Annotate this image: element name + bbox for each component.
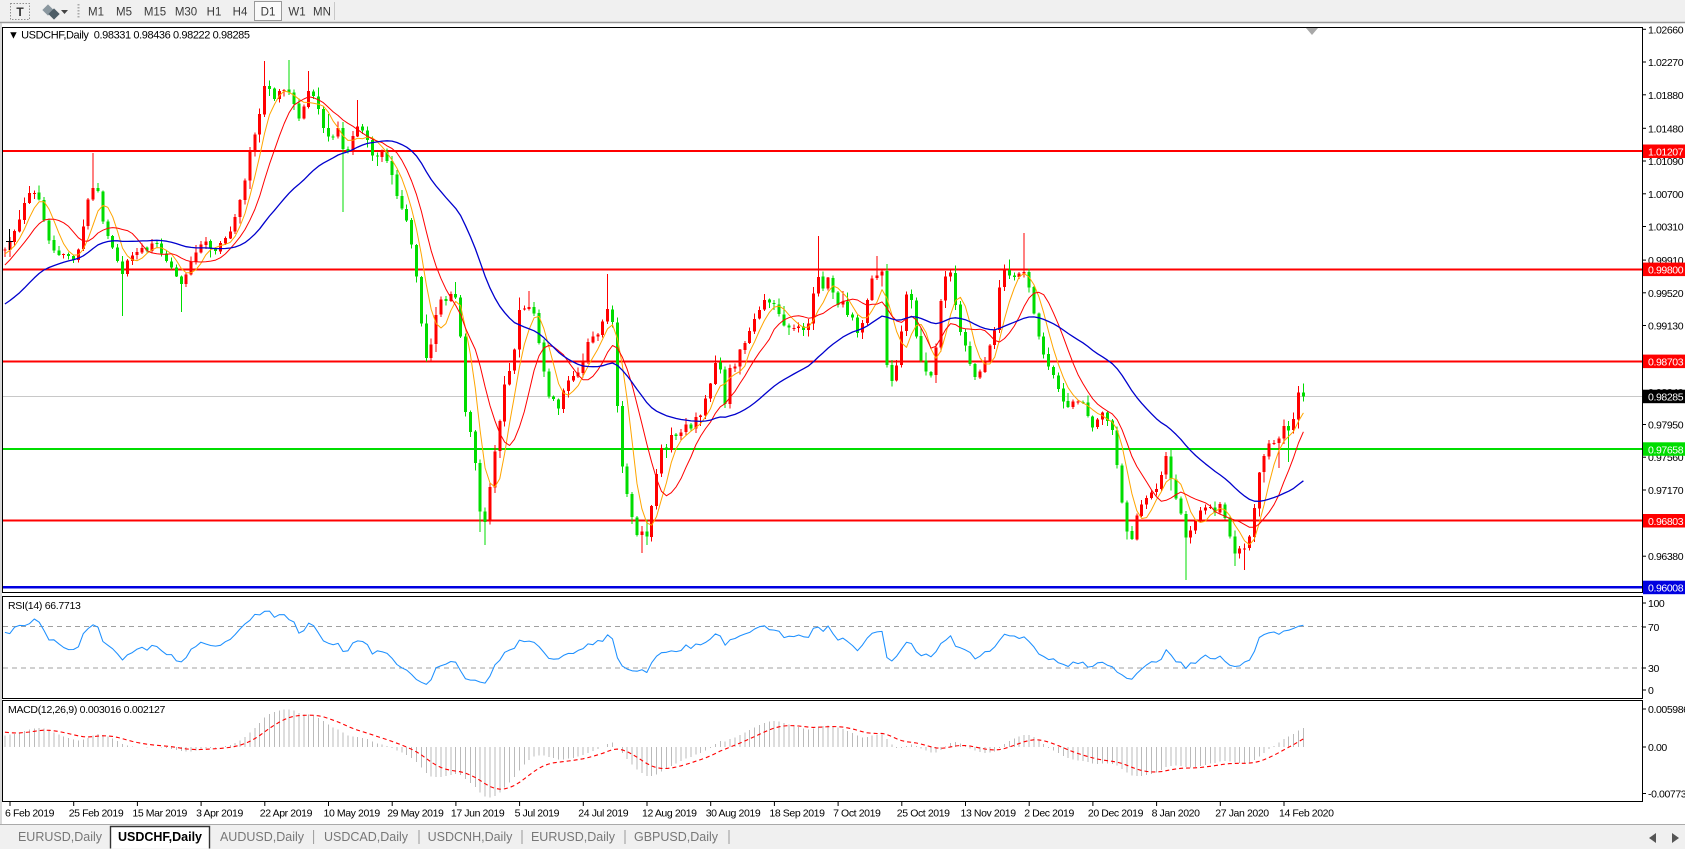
- svg-text:D1: D1: [261, 7, 276, 19]
- svg-text:0.96380: 0.96380: [1648, 551, 1684, 563]
- svg-text:1.01090: 1.01090: [1648, 156, 1684, 168]
- svg-text:▼ USDCHF,Daily 0.98331 0.9843: ▼ USDCHF,Daily 0.98331 0.98436 0.98222 0…: [8, 30, 250, 42]
- svg-text:13 Nov 2019: 13 Nov 2019: [961, 808, 1017, 820]
- svg-text:M30: M30: [175, 7, 197, 19]
- svg-text:0.005986: 0.005986: [1648, 704, 1685, 716]
- svg-text:W1: W1: [288, 7, 305, 19]
- svg-text:MN: MN: [313, 7, 331, 19]
- svg-text:M15: M15: [144, 7, 166, 19]
- svg-text:0: 0: [1648, 685, 1654, 697]
- svg-text:1.01207: 1.01207: [1648, 147, 1684, 159]
- svg-text:1.02270: 1.02270: [1648, 57, 1684, 69]
- svg-text:0.97950: 0.97950: [1648, 420, 1684, 432]
- svg-text:-0.007737: -0.007737: [1648, 789, 1685, 801]
- svg-text:8 Jan 2020: 8 Jan 2020: [1152, 808, 1201, 820]
- svg-text:H4: H4: [233, 7, 248, 19]
- svg-text:5 Jul 2019: 5 Jul 2019: [515, 808, 560, 820]
- svg-text:0.98703: 0.98703: [1648, 357, 1684, 369]
- svg-text:1.00700: 1.00700: [1648, 189, 1684, 201]
- svg-text:0.99520: 0.99520: [1648, 288, 1684, 300]
- svg-text:12 Aug 2019: 12 Aug 2019: [642, 808, 697, 820]
- svg-text:H1: H1: [207, 7, 222, 19]
- svg-text:AUDUSD,Daily: AUDUSD,Daily: [220, 830, 305, 844]
- svg-text:1.00310: 1.00310: [1648, 222, 1684, 234]
- svg-text:0.97170: 0.97170: [1648, 485, 1684, 497]
- svg-text:EURUSD,Daily: EURUSD,Daily: [18, 830, 103, 844]
- svg-text:17 Jun 2019: 17 Jun 2019: [451, 808, 505, 820]
- svg-text:0.97658: 0.97658: [1648, 444, 1684, 456]
- svg-text:3 Apr 2019: 3 Apr 2019: [196, 808, 243, 820]
- svg-text:1.02660: 1.02660: [1648, 24, 1684, 36]
- svg-text:USDCNH,Daily: USDCNH,Daily: [428, 830, 513, 844]
- svg-text:0.00: 0.00: [1648, 742, 1667, 754]
- svg-text:2 Dec 2019: 2 Dec 2019: [1024, 808, 1074, 820]
- svg-text:0.99800: 0.99800: [1648, 265, 1684, 277]
- svg-text:1.01480: 1.01480: [1648, 123, 1684, 135]
- svg-text:6 Feb 2019: 6 Feb 2019: [5, 808, 55, 820]
- svg-text:30 Aug 2019: 30 Aug 2019: [706, 808, 761, 820]
- svg-text:25 Feb 2019: 25 Feb 2019: [69, 808, 124, 820]
- svg-text:24 Jul 2019: 24 Jul 2019: [578, 808, 628, 820]
- svg-text:1.01880: 1.01880: [1648, 90, 1684, 102]
- svg-text:29 May 2019: 29 May 2019: [387, 808, 444, 820]
- svg-text:27 Jan 2020: 27 Jan 2020: [1215, 808, 1269, 820]
- svg-text:7 Oct 2019: 7 Oct 2019: [833, 808, 881, 820]
- svg-text:0.98285: 0.98285: [1648, 392, 1684, 404]
- svg-text:10 May 2019: 10 May 2019: [324, 808, 381, 820]
- svg-text:70: 70: [1648, 622, 1659, 634]
- svg-text:USDCHF,Daily: USDCHF,Daily: [118, 830, 202, 844]
- svg-text:M1: M1: [88, 7, 104, 19]
- svg-text:GBPUSD,Daily: GBPUSD,Daily: [634, 830, 719, 844]
- svg-text:15 Mar 2019: 15 Mar 2019: [132, 808, 187, 820]
- svg-text:0.96008: 0.96008: [1648, 583, 1684, 595]
- svg-text:30: 30: [1648, 663, 1659, 675]
- svg-text:M5: M5: [116, 7, 132, 19]
- svg-text:14 Feb 2020: 14 Feb 2020: [1279, 808, 1334, 820]
- svg-text:20 Dec 2019: 20 Dec 2019: [1088, 808, 1144, 820]
- svg-text:0.96803: 0.96803: [1648, 516, 1684, 528]
- svg-text:T: T: [16, 5, 24, 19]
- svg-text:25 Oct 2019: 25 Oct 2019: [897, 808, 950, 820]
- svg-text:MACD(12,26,9) 0.003016 0.00212: MACD(12,26,9) 0.003016 0.002127: [8, 704, 166, 716]
- svg-text:USDCAD,Daily: USDCAD,Daily: [324, 830, 409, 844]
- svg-text:100: 100: [1648, 598, 1665, 610]
- svg-text:0.99130: 0.99130: [1648, 321, 1684, 333]
- svg-text:22 Apr 2019: 22 Apr 2019: [260, 808, 313, 820]
- svg-text:RSI(14) 66.7713: RSI(14) 66.7713: [8, 600, 81, 612]
- svg-text:18 Sep 2019: 18 Sep 2019: [769, 808, 825, 820]
- svg-text:EURUSD,Daily: EURUSD,Daily: [531, 830, 616, 844]
